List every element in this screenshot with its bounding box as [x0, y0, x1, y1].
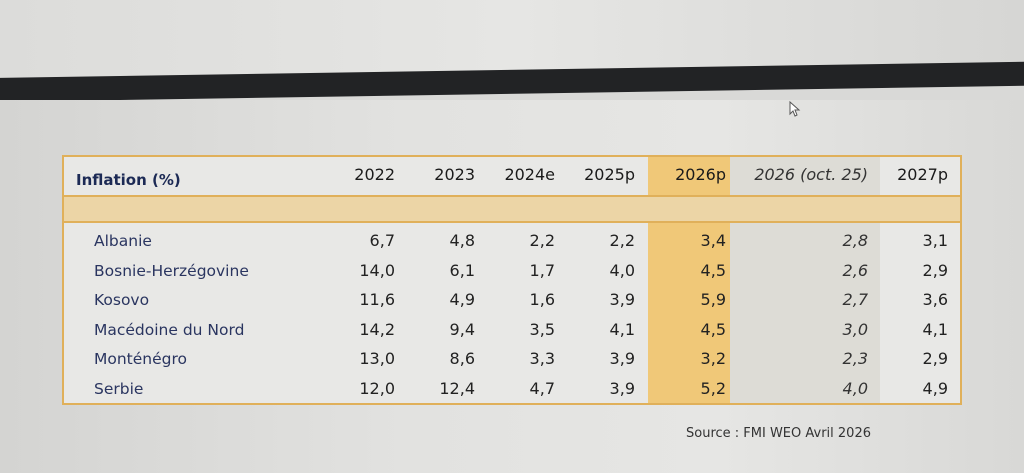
mouse-cursor-icon	[789, 101, 801, 117]
table-cell: 1,7	[529, 260, 555, 280]
table-row: Monténégro 13,0 8,6 3,3 3,9 3,2 2,3 2,9	[64, 345, 960, 374]
table-row: Bosnie-Herzégovine 14,0 6,1 1,7 4,0 4,5 2,6 2,9	[64, 257, 960, 286]
country-label: Kosovo	[94, 291, 150, 309]
table-cell: 5,9	[700, 290, 726, 309]
table-cell: 1,6	[529, 290, 555, 309]
column-header: 2023	[434, 165, 475, 184]
column-header: 2025p	[584, 165, 635, 184]
table-cell: 14,2	[359, 319, 395, 339]
table-cell: 3,9	[609, 349, 635, 368]
inflation-table: Inflation (%) 2022 2023 2024e 2025p 2026p 202…	[62, 155, 962, 405]
source-note: Source : FMI WEO Avril 2026	[686, 426, 871, 441]
table-cell: 12,4	[439, 378, 475, 398]
table-cell: 4,0	[842, 378, 868, 398]
table-cell: 8,6	[449, 349, 475, 368]
table-cell: 4,5	[700, 260, 726, 280]
table-cell: 4,9	[449, 290, 475, 309]
table-row: Serbie 12,0 12,4 4,7 3,9 5,2 4,0 4,9	[64, 375, 960, 404]
country-label: Serbie	[94, 379, 144, 398]
table-cell: 2,7	[842, 290, 868, 309]
table-cell: 2,6	[842, 260, 868, 280]
table-cell: 9,4	[449, 319, 475, 339]
country-label: Macédoine du Nord	[94, 320, 245, 339]
country-label: Monténégro	[94, 350, 188, 368]
header-band	[64, 195, 960, 223]
table-cell: 11,6	[359, 290, 395, 309]
table-cell: 2,2	[609, 231, 635, 250]
table-cell: 4,5	[700, 319, 726, 339]
column-header: 2022	[354, 165, 395, 184]
table-cell: 4,9	[922, 378, 948, 398]
country-label: Bosnie-Herzégovine	[94, 261, 249, 280]
table-cell: 3,3	[529, 349, 555, 368]
table-cell: 2,9	[922, 349, 948, 368]
table-cell: 3,2	[700, 349, 726, 368]
table-cell: 4,7	[529, 378, 555, 398]
column-header: 2027p	[897, 165, 948, 184]
table-row: Macédoine du Nord 14,2 9,4 3,5 4,1 4,5 3,0 4,1	[64, 316, 960, 345]
table-cell: 6,1	[449, 260, 475, 280]
table-cell: 3,9	[609, 290, 635, 309]
column-header: 2024e	[504, 165, 555, 184]
table-cell: 4,1	[922, 319, 948, 339]
table-cell: 4,0	[609, 260, 635, 280]
table-cell: 3,9	[609, 378, 635, 398]
column-header: 2026p	[675, 165, 726, 184]
column-header: 2026 (oct. 25)	[754, 165, 868, 184]
table-cell: 14,0	[359, 260, 395, 280]
table-cell: 12,0	[359, 378, 395, 398]
table-cell: 3,4	[700, 231, 726, 250]
table-cell: 3,6	[922, 290, 948, 309]
table-cell: 4,8	[449, 231, 475, 250]
table-cell: 2,3	[842, 349, 868, 368]
table-cell: 3,1	[922, 231, 948, 250]
table-cell: 2,9	[922, 260, 948, 280]
table-title: Inflation (%)	[76, 171, 181, 189]
table-cell: 2,8	[842, 231, 868, 250]
table-row: Albanie 6,7 4,8 2,2 2,2 3,4 2,8 3,1	[64, 227, 960, 256]
country-label: Albanie	[94, 232, 152, 250]
table-cell: 13,0	[359, 349, 395, 368]
table-cell: 3,5	[529, 319, 555, 339]
table-cell: 5,2	[700, 378, 726, 398]
table-cell: 2,2	[529, 231, 555, 250]
table-cell: 4,1	[609, 319, 635, 339]
table-row: Kosovo 11,6 4,9 1,6 3,9 5,9 2,7 3,6	[64, 286, 960, 315]
table-cell: 6,7	[369, 231, 395, 250]
table-cell: 3,0	[842, 319, 868, 339]
